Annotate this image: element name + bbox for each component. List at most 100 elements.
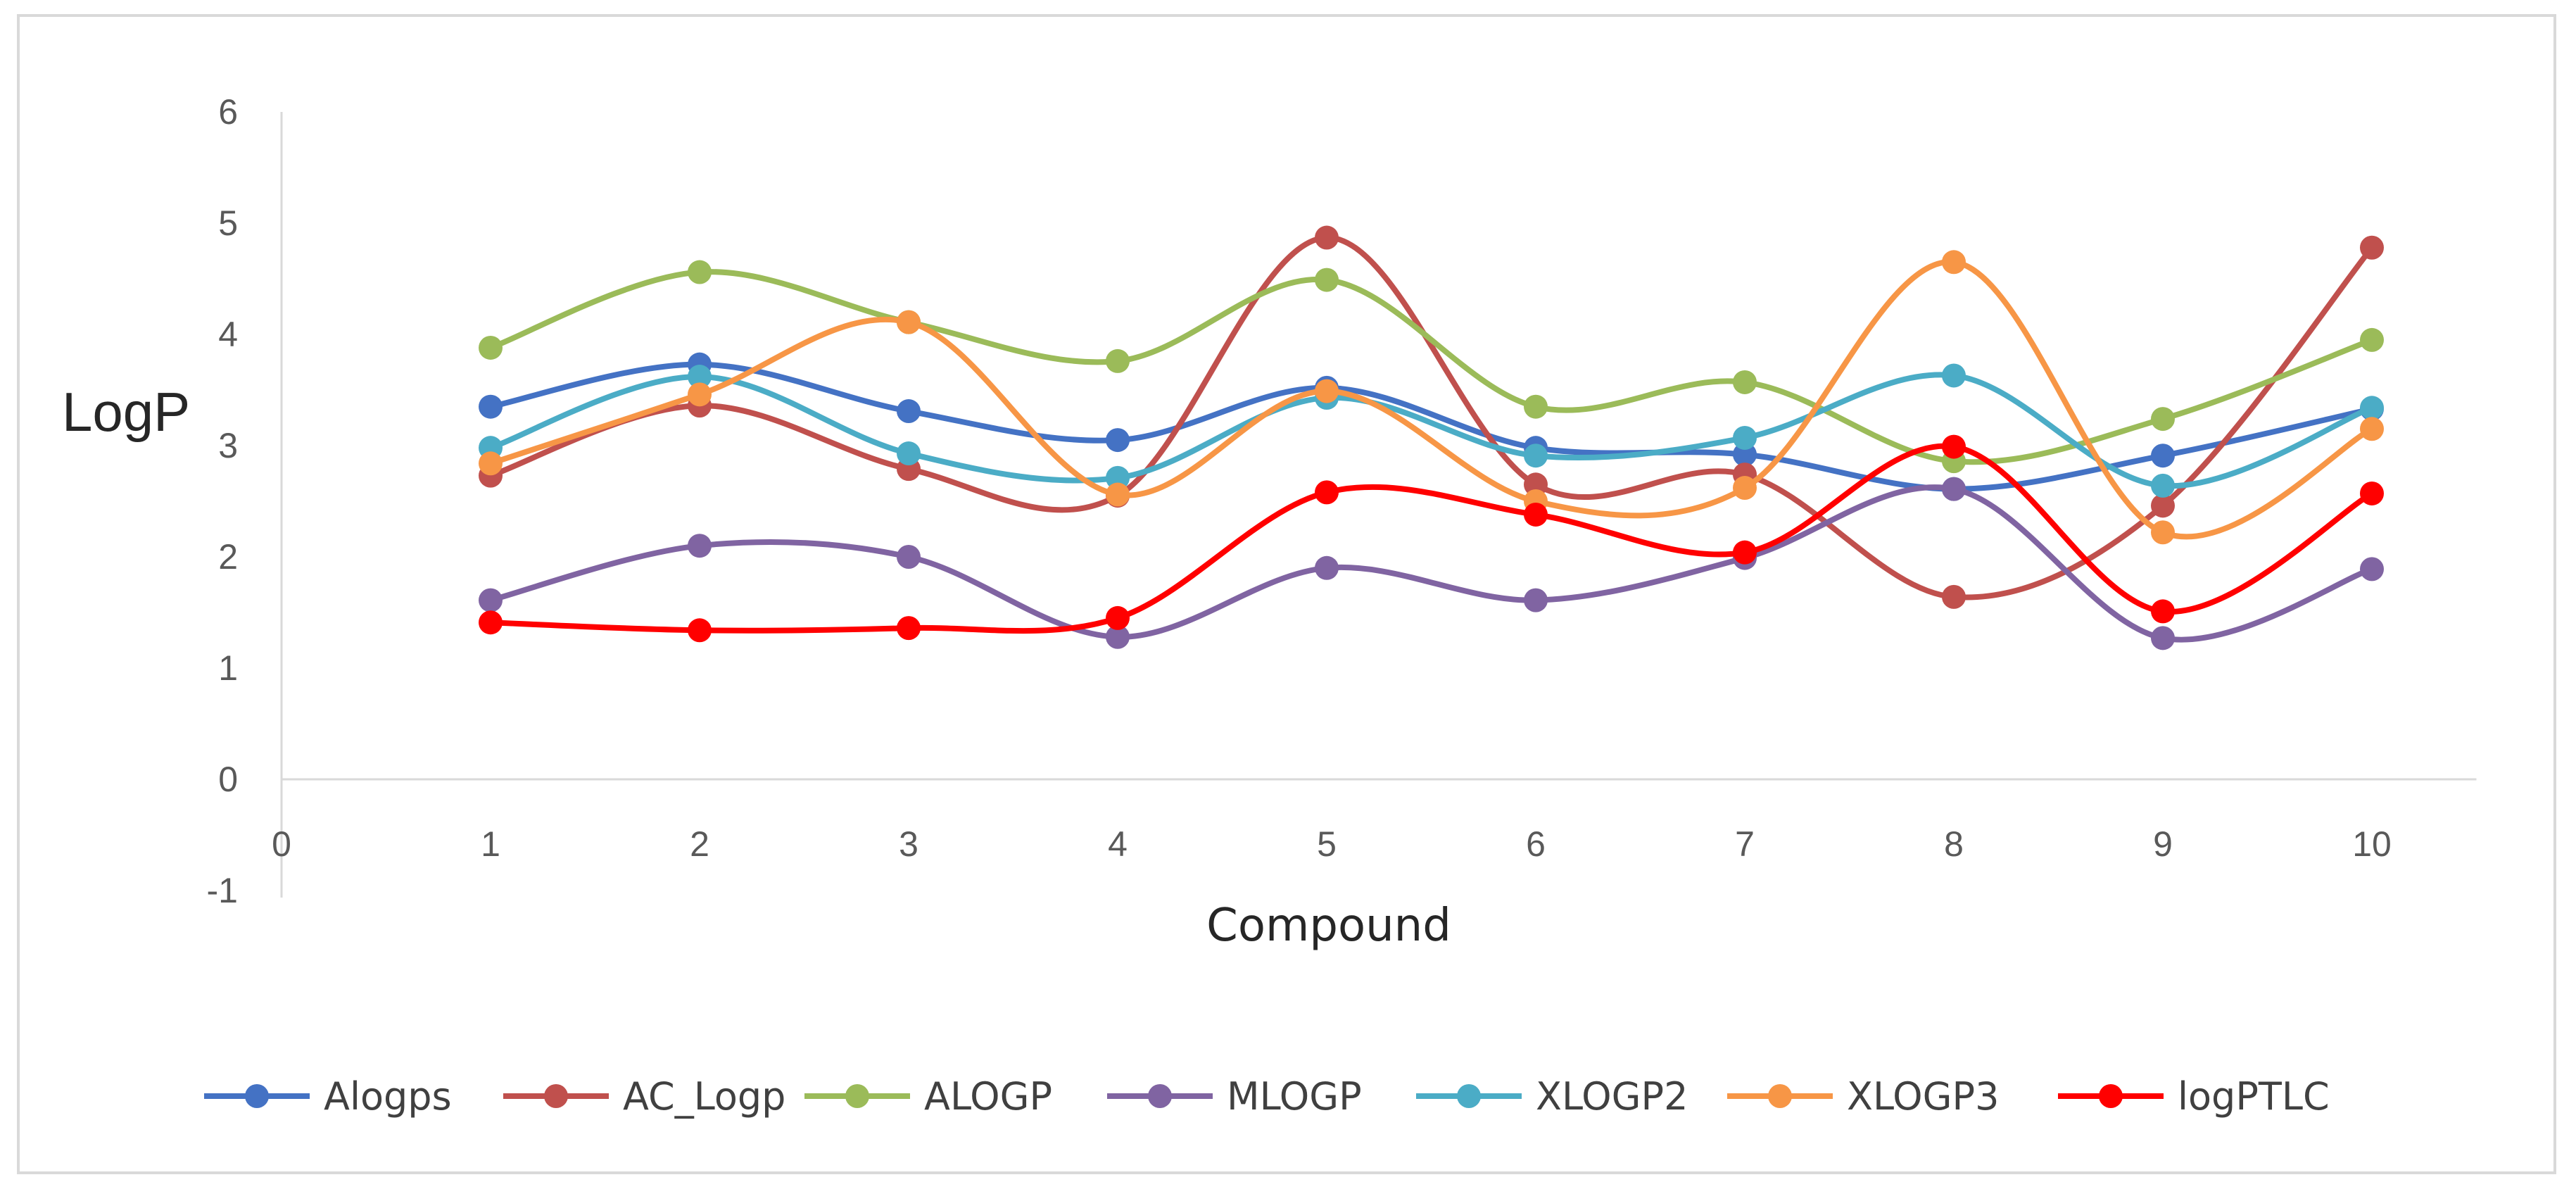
y-tick-labels: -1 0 1 2 3 4 5 6 <box>207 92 238 910</box>
data-point-logptlc <box>1106 605 1130 630</box>
y-tick-label: 3 <box>218 426 238 465</box>
data-point-mlogp <box>1106 624 1130 649</box>
series-line-alogps <box>488 361 2375 492</box>
series-xlogp2 <box>479 363 2384 498</box>
data-point-xlogp3 <box>2151 520 2175 545</box>
data-point-mlogp <box>2151 626 2175 650</box>
y-tick-label: 6 <box>218 92 238 132</box>
series-ac-logp <box>479 225 2384 609</box>
y-tick-label: 0 <box>218 760 238 799</box>
y-tick-label: 5 <box>218 203 238 243</box>
legend-label-mlogp: MLOGP <box>1227 1074 1362 1119</box>
x-tick-label: 10 <box>2352 824 2392 864</box>
data-point-xlogp3 <box>897 310 921 334</box>
data-point-alogp <box>1315 268 1339 292</box>
data-point-xlogp2 <box>688 365 712 389</box>
series-line-xlogp3 <box>488 259 2375 540</box>
x-tick-label: 2 <box>690 824 709 864</box>
data-point-alogp <box>2360 327 2384 352</box>
data-point-logptlc <box>2151 599 2175 624</box>
series-line-xlogp2 <box>488 372 2375 489</box>
legend-item-alogp: ALOGP <box>804 1074 1052 1119</box>
legend-item-alogps: Alogps <box>204 1074 452 1119</box>
y-tick-label: 1 <box>218 648 238 688</box>
series-line-mlogp <box>488 484 2375 643</box>
data-point-xlogp2 <box>1942 363 1966 388</box>
data-point-alogp <box>688 260 712 284</box>
legend-item-xlogp3: XLOGP3 <box>1727 1074 1999 1119</box>
data-point-alogps <box>2151 444 2175 468</box>
data-point-xlogp2 <box>1524 444 1548 468</box>
data-point-alogps <box>1106 428 1130 453</box>
data-point-alogp <box>1524 394 1548 419</box>
data-point-xlogp2 <box>2151 473 2175 498</box>
y-axis-title: LogP <box>62 381 190 443</box>
legend-item-ac-logp: AC_Logp <box>503 1074 785 1119</box>
series-line-alogp <box>488 269 2375 465</box>
x-tick-label: 8 <box>1944 824 1964 864</box>
data-point-logptlc <box>1315 480 1339 505</box>
series-xlogp3 <box>479 250 2384 545</box>
legend-item-logptlc: logPTLC <box>2058 1074 2330 1119</box>
legend-label-xlogp2: XLOGP2 <box>1536 1074 1688 1119</box>
x-tick-label: 6 <box>1526 824 1546 864</box>
legend-item-mlogp: MLOGP <box>1107 1074 1362 1119</box>
data-point-alogp <box>479 335 503 360</box>
data-point-xlogp2 <box>2360 396 2384 420</box>
data-point-mlogp <box>1942 477 1966 501</box>
legend-label-xlogp3: XLOGP3 <box>1847 1074 1999 1119</box>
y-tick-label: -1 <box>207 871 238 910</box>
data-point-mlogp <box>479 588 503 612</box>
x-tick-label: 7 <box>1735 824 1755 864</box>
data-point-xlogp3 <box>1942 250 1966 275</box>
data-point-xlogp3 <box>688 382 712 407</box>
legend-marker-logptlc <box>2099 1084 2123 1108</box>
data-point-xlogp2 <box>1733 425 1757 450</box>
data-point-ac-logp <box>1315 225 1339 250</box>
x-tick-labels: 0 1 2 3 4 5 6 7 8 9 10 <box>272 824 2392 864</box>
y-tick-label: 2 <box>218 537 238 577</box>
data-point-xlogp3 <box>479 451 503 476</box>
legend-marker-alogps <box>245 1084 269 1108</box>
legend-label-alogps: Alogps <box>324 1074 452 1119</box>
x-axis-title: Compound <box>1206 900 1451 952</box>
data-point-alogps <box>897 399 921 424</box>
x-tick-label: 9 <box>2153 824 2173 864</box>
data-point-logptlc <box>1733 540 1757 565</box>
data-point-logptlc <box>897 616 921 641</box>
chart-frame <box>17 14 2556 1174</box>
legend-item-xlogp2: XLOGP2 <box>1416 1074 1688 1119</box>
x-tick-label: 3 <box>899 824 918 864</box>
series-line-ac-logp <box>488 234 2375 600</box>
data-point-logptlc <box>688 618 712 643</box>
data-point-alogp <box>1733 370 1757 394</box>
data-point-logptlc <box>1942 434 1966 459</box>
data-point-alogps <box>1733 442 1757 467</box>
data-point-alogps <box>479 394 503 419</box>
data-point-logptlc <box>479 610 503 635</box>
data-point-mlogp <box>1524 588 1548 612</box>
data-point-xlogp3 <box>1106 482 1130 507</box>
data-point-mlogp <box>2360 557 2384 581</box>
data-point-ac-logp <box>1524 472 1548 497</box>
data-point-ac-logp <box>1942 584 1966 609</box>
data-point-ac-logp <box>2360 235 2384 260</box>
data-point-logptlc <box>2360 481 2384 505</box>
data-point-xlogp2 <box>1106 465 1130 490</box>
data-point-alogp <box>2151 407 2175 432</box>
y-tick-label: 4 <box>218 315 238 354</box>
x-tick-label: 5 <box>1317 824 1337 864</box>
series-logptlc <box>479 434 2384 643</box>
data-point-xlogp2 <box>897 441 921 466</box>
legend-marker-ac-logp <box>544 1084 568 1108</box>
x-tick-label: 0 <box>272 824 291 864</box>
axes <box>280 112 2477 898</box>
data-point-xlogp3 <box>1733 476 1757 501</box>
legend-marker-mlogp <box>1148 1084 1172 1108</box>
legend-marker-xlogp3 <box>1768 1084 1792 1108</box>
data-point-ac-logp <box>2151 493 2175 518</box>
series-line-logptlc <box>488 443 2375 634</box>
data-point-mlogp <box>1315 555 1339 580</box>
x-tick-label: 4 <box>1108 824 1128 864</box>
